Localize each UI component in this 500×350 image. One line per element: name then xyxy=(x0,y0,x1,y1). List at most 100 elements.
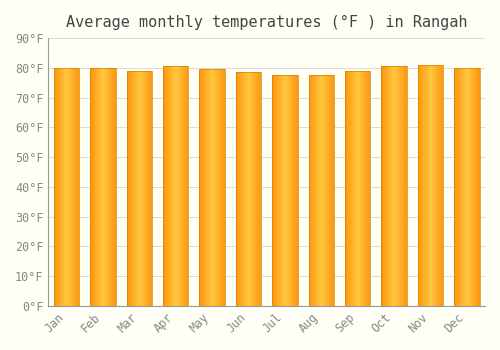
Bar xyxy=(357,71,358,306)
Bar xyxy=(174,66,175,306)
Bar xyxy=(66,68,67,306)
Bar xyxy=(115,68,116,306)
Bar xyxy=(127,71,128,306)
Bar xyxy=(428,65,429,306)
Bar xyxy=(255,72,256,306)
Bar xyxy=(247,72,248,306)
Bar xyxy=(105,68,106,306)
Bar xyxy=(151,71,152,306)
Bar xyxy=(221,69,222,306)
Bar xyxy=(69,68,70,306)
Bar xyxy=(250,72,251,306)
Bar xyxy=(404,66,405,306)
Bar xyxy=(99,68,100,306)
Bar xyxy=(367,71,368,306)
Bar xyxy=(422,65,423,306)
Bar xyxy=(362,71,364,306)
Bar xyxy=(429,65,430,306)
Bar xyxy=(144,71,145,306)
Bar xyxy=(454,68,456,306)
Bar xyxy=(184,66,186,306)
Bar xyxy=(73,68,74,306)
Bar xyxy=(355,71,356,306)
Bar xyxy=(401,66,402,306)
Bar xyxy=(72,68,73,306)
Bar xyxy=(467,68,468,306)
Bar xyxy=(274,75,276,306)
Bar xyxy=(76,68,78,306)
Bar xyxy=(257,72,258,306)
Bar xyxy=(325,75,326,306)
Bar xyxy=(241,72,242,306)
Bar xyxy=(463,68,464,306)
Bar xyxy=(113,68,114,306)
Bar xyxy=(290,75,291,306)
Bar xyxy=(246,72,247,306)
Bar xyxy=(150,71,151,306)
Bar xyxy=(285,75,286,306)
Bar xyxy=(272,75,297,306)
Bar xyxy=(138,71,140,306)
Bar xyxy=(165,66,166,306)
Bar xyxy=(459,68,460,306)
Bar xyxy=(330,75,331,306)
Bar xyxy=(98,68,99,306)
Bar xyxy=(272,75,273,306)
Bar xyxy=(200,69,202,306)
Bar xyxy=(434,65,435,306)
Bar xyxy=(68,68,69,306)
Bar xyxy=(180,66,181,306)
Bar xyxy=(242,72,243,306)
Bar xyxy=(60,68,61,306)
Bar xyxy=(478,68,479,306)
Bar xyxy=(361,71,362,306)
Bar xyxy=(224,69,225,306)
Bar xyxy=(238,72,239,306)
Bar xyxy=(437,65,438,306)
Bar xyxy=(54,68,80,306)
Bar xyxy=(297,75,298,306)
Bar xyxy=(477,68,478,306)
Bar xyxy=(148,71,149,306)
Bar xyxy=(313,75,314,306)
Bar xyxy=(100,68,101,306)
Bar xyxy=(146,71,147,306)
Bar xyxy=(71,68,72,306)
Bar xyxy=(182,66,184,306)
Bar xyxy=(427,65,428,306)
Bar xyxy=(345,71,346,306)
Bar xyxy=(462,68,463,306)
Bar xyxy=(93,68,94,306)
Bar xyxy=(91,68,92,306)
Bar xyxy=(106,68,107,306)
Bar xyxy=(359,71,360,306)
Bar xyxy=(426,65,427,306)
Bar xyxy=(292,75,293,306)
Bar xyxy=(220,69,221,306)
Bar xyxy=(438,65,440,306)
Bar xyxy=(94,68,96,306)
Bar xyxy=(329,75,330,306)
Bar xyxy=(419,65,420,306)
Bar xyxy=(458,68,459,306)
Bar xyxy=(276,75,277,306)
Bar xyxy=(163,66,188,306)
Bar xyxy=(253,72,254,306)
Bar xyxy=(394,66,396,306)
Bar xyxy=(470,68,472,306)
Bar xyxy=(479,68,480,306)
Bar xyxy=(175,66,176,306)
Bar xyxy=(254,72,255,306)
Bar xyxy=(55,68,56,306)
Bar xyxy=(110,68,111,306)
Bar xyxy=(310,75,311,306)
Bar xyxy=(206,69,207,306)
Bar xyxy=(312,75,313,306)
Bar xyxy=(70,68,71,306)
Bar xyxy=(418,65,443,306)
Bar xyxy=(74,68,75,306)
Bar xyxy=(293,75,294,306)
Bar xyxy=(147,71,148,306)
Bar xyxy=(62,68,64,306)
Bar xyxy=(364,71,366,306)
